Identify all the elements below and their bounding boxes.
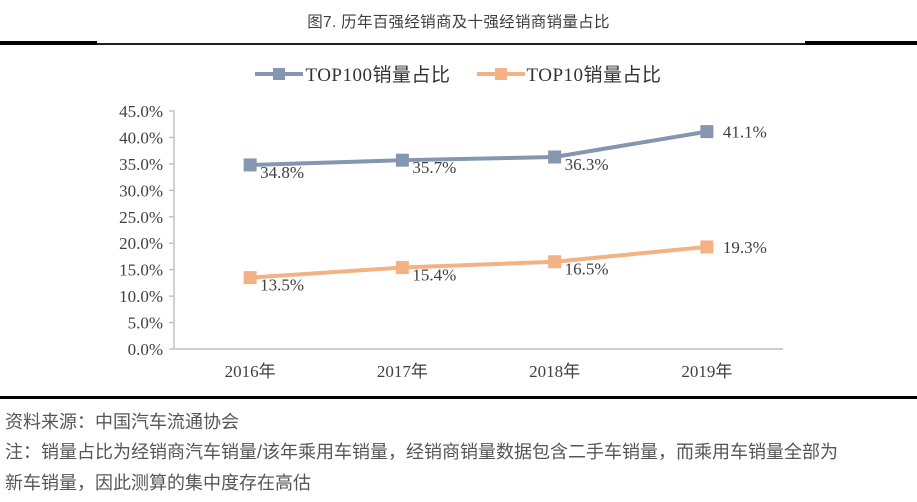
x-axis-tick-label: 2017年	[377, 362, 428, 381]
data-point-marker	[548, 150, 562, 164]
y-axis-tick-label: 15.0%	[119, 261, 163, 280]
y-axis-tick-label: 0.0%	[128, 340, 163, 359]
y-axis-tick-label: 10.0%	[119, 287, 163, 306]
data-point-label: 36.3%	[565, 155, 609, 174]
source-text: 资料来源：中国汽车流通协会	[5, 412, 239, 432]
figure-title: 图7. 历年百强经销商及十强经销商销量占比	[307, 14, 610, 31]
header-rule	[0, 43, 917, 45]
y-axis-tick-label: 30.0%	[119, 181, 163, 200]
note-text-line1: 注：销量占比为经销商汽车销量/该年乘用车销量，经销商销量数据包含二手车销量，而乘…	[5, 442, 838, 462]
y-axis-tick-label: 25.0%	[119, 208, 163, 227]
line-chart: 0.0% 5.0% 10.0% 15.0% 20.0% 25.0% 30.0% 35.0% 40…	[119, 102, 783, 381]
data-point-label: 13.5%	[260, 276, 304, 295]
data-point-label: 16.5%	[565, 260, 609, 279]
data-point-label: 35.7%	[412, 158, 456, 177]
data-point-label: 34.8%	[260, 163, 304, 182]
series-line	[250, 129, 708, 167]
data-point-marker	[548, 255, 562, 269]
legend-line-marker-icon	[476, 67, 525, 81]
legend-label-top100: TOP100销量占比	[305, 65, 451, 86]
data-point-marker	[395, 261, 409, 275]
chart-legend: TOP100销量占比 TOP10销量占比	[0, 60, 917, 87]
legend-item-top10: TOP10销量占比	[476, 60, 662, 87]
x-axis-tick-label: 2018年	[529, 362, 580, 381]
data-point-marker	[243, 158, 257, 172]
y-axis-tick-label: 20.0%	[119, 234, 163, 253]
y-axis-tick-label: 40.0%	[119, 128, 163, 147]
y-axis-tick-label: 5.0%	[128, 314, 163, 333]
legend-line-marker-icon	[255, 67, 304, 81]
data-point-marker	[700, 240, 714, 254]
x-axis-tick-label: 2019年	[681, 362, 732, 381]
data-point-label: 15.4%	[412, 266, 456, 285]
y-axis-tick-label: 35.0%	[119, 155, 163, 174]
note-text-line2: 新车销量，因此测算的集中度存在高估	[5, 473, 311, 493]
legend-item-top100: TOP100销量占比	[255, 60, 450, 87]
data-point-label: 19.3%	[723, 238, 767, 257]
data-point-label: 41.1%	[723, 123, 767, 142]
header-rule-thick-left	[0, 40, 97, 45]
series-line	[249, 244, 708, 280]
data-point-marker	[395, 153, 409, 167]
y-axis-tick-label: 45.0%	[119, 102, 163, 121]
footer-rule	[0, 396, 917, 399]
x-axis-tick-label: 2016年	[225, 362, 276, 381]
legend-label-top10: TOP10销量占比	[526, 65, 662, 86]
data-point-marker	[700, 125, 714, 139]
header-rule-thick-right	[805, 40, 917, 45]
data-point-marker	[243, 271, 257, 285]
